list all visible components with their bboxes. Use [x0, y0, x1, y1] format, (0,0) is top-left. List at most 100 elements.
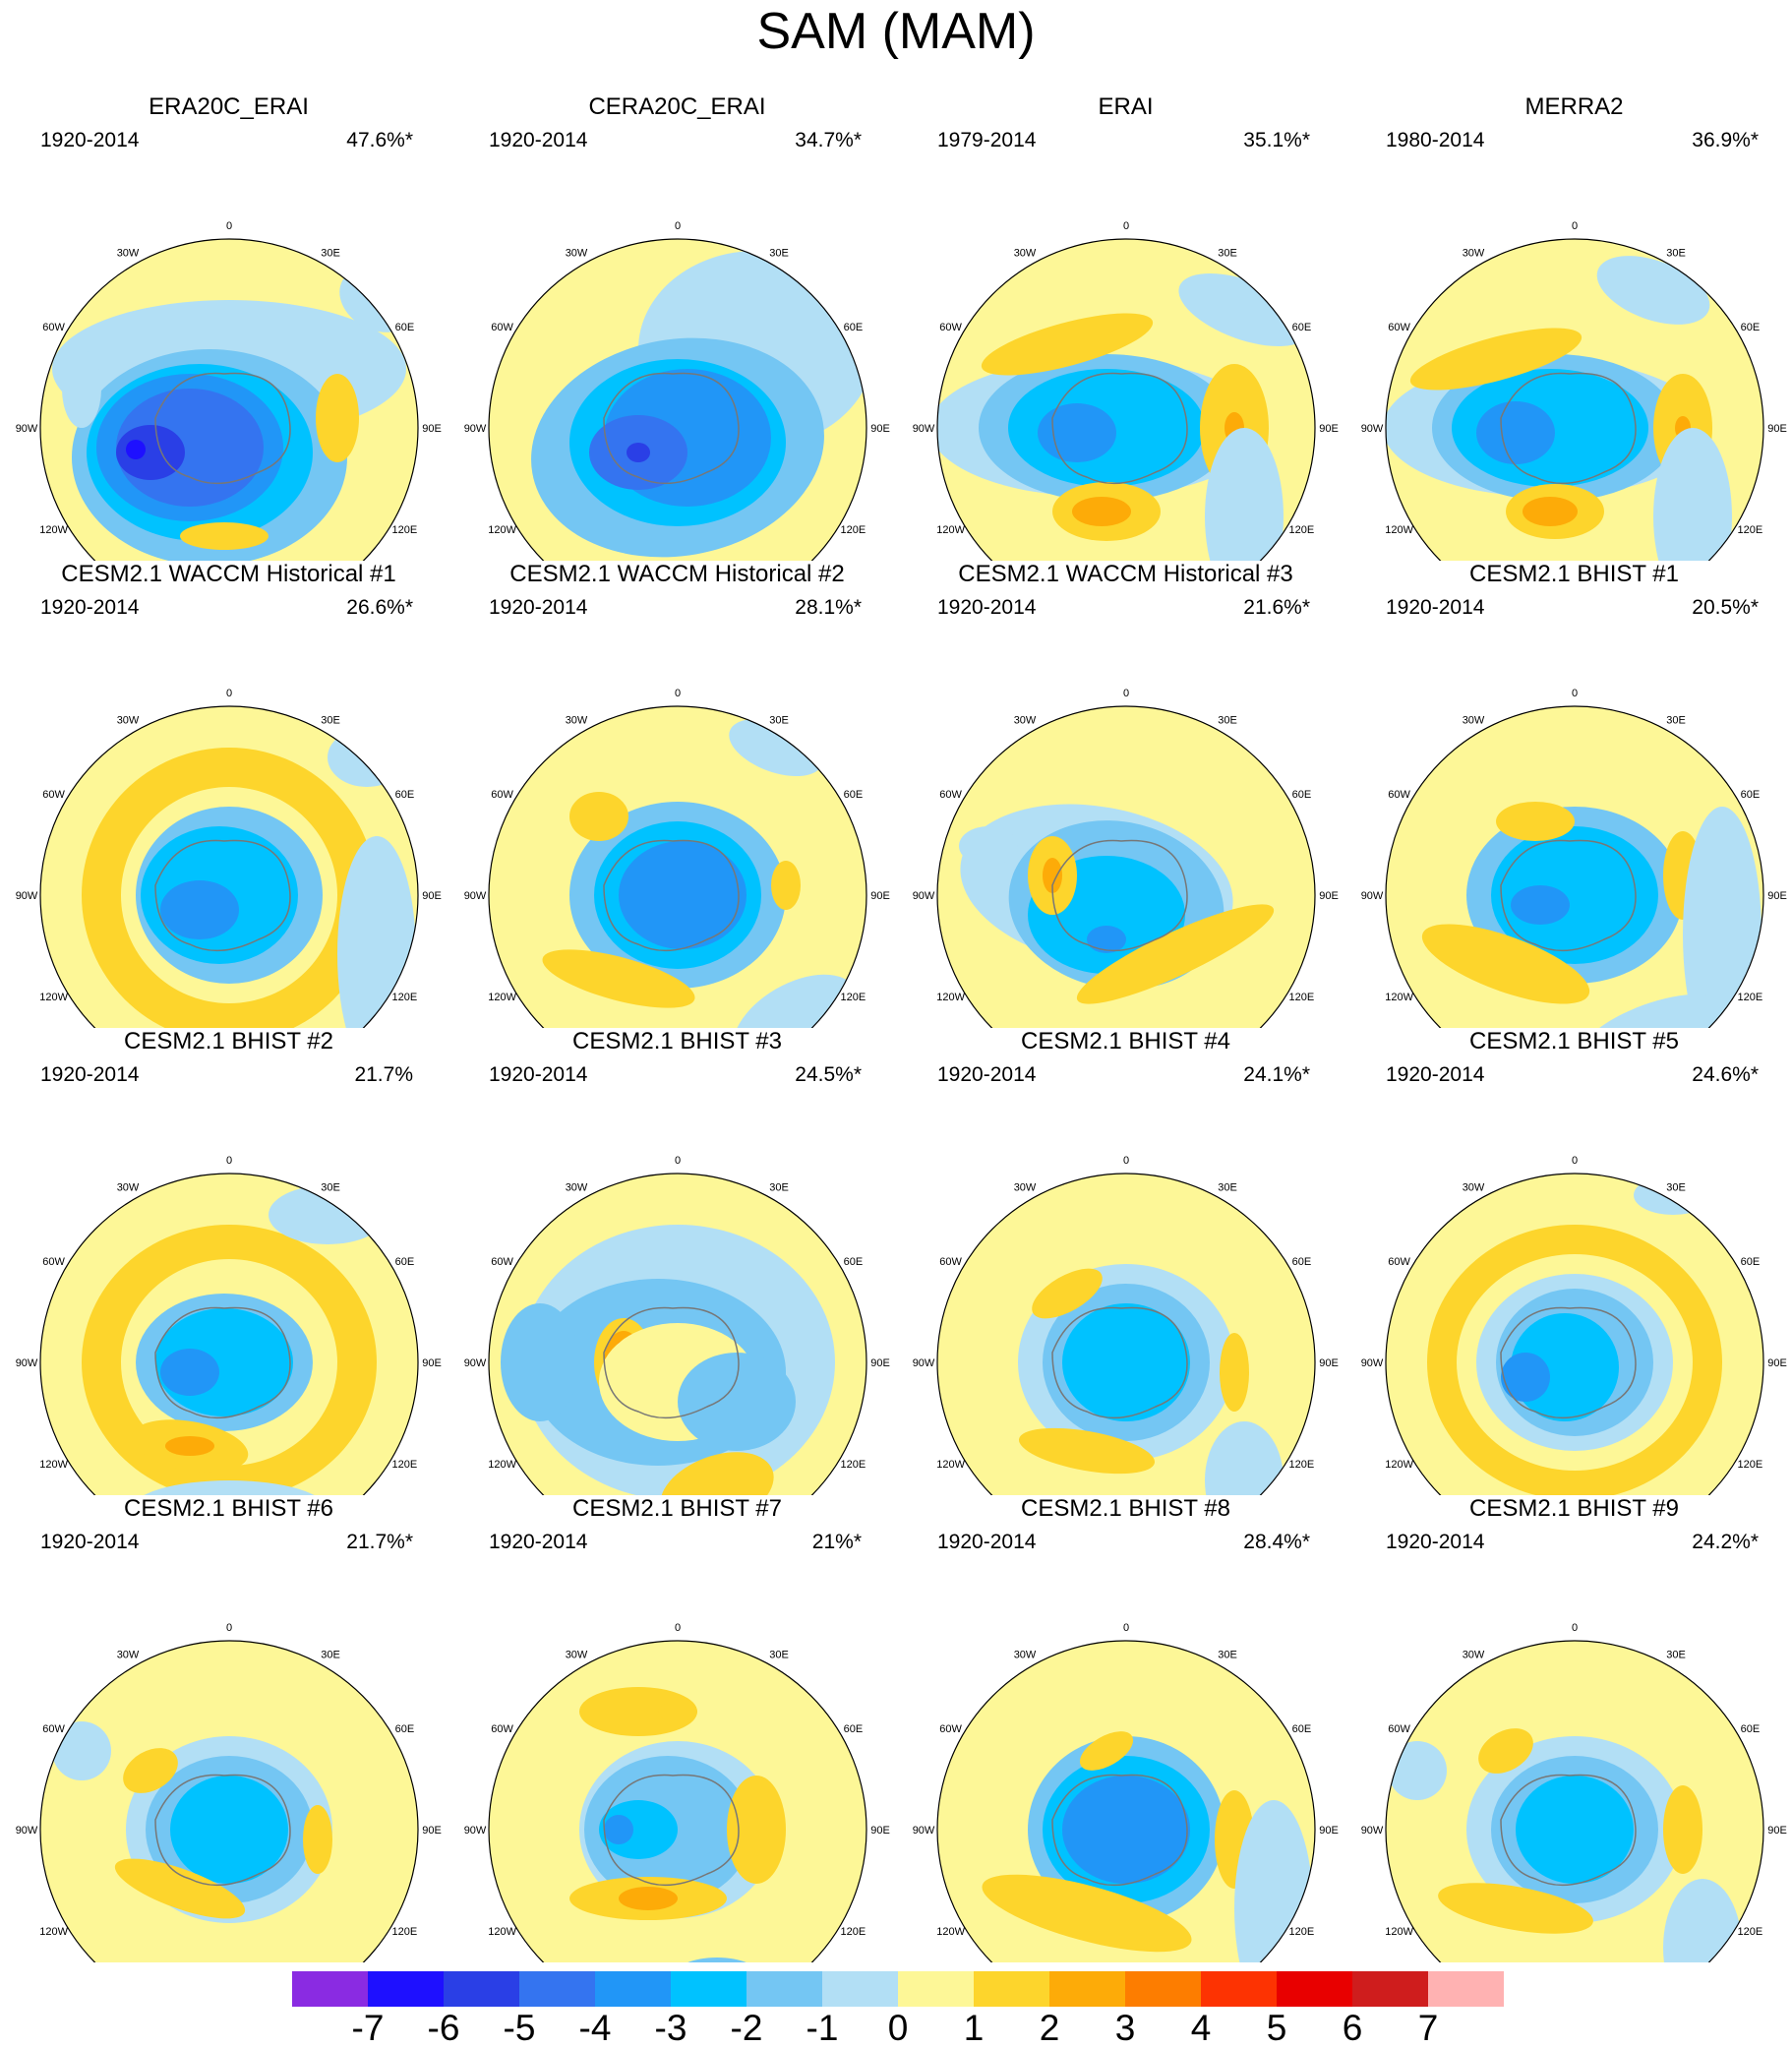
- contour-region: [1079, 1731, 1134, 1771]
- longitude-label: 90W: [16, 1357, 38, 1369]
- longitude-label: 60W: [491, 789, 513, 801]
- panel-title: ERAI: [1098, 93, 1154, 120]
- map-panel: 030E60E90E120E150E180150W120W90W60W30WCE…: [453, 93, 901, 561]
- map-boundary: [488, 705, 867, 1028]
- longitude-label: 30E: [769, 1650, 789, 1661]
- coastline: [154, 1774, 291, 1887]
- colorbar-label: -2: [730, 2008, 763, 2048]
- panel-years: 1920-2014: [1386, 1063, 1485, 1086]
- panel-variance-pct: 34.7%*: [795, 129, 862, 151]
- map-panel: 030E60E90E120E150E180150W120W90W60W30WCE…: [5, 1495, 452, 1962]
- polar-map: 030E60E90E120E150E180150W120W90W60W30W: [16, 220, 442, 561]
- contour-region: [1076, 904, 1275, 1004]
- longitude-label: 90E: [870, 423, 890, 435]
- colorbar-swatch: [1277, 1971, 1352, 2007]
- colorbar-label: 2: [1039, 2008, 1060, 2048]
- polar-map: 030E60E90E120E150E180150W120W90W60W30W: [16, 1155, 442, 1495]
- contour-region: [569, 792, 628, 841]
- longitude-label: 30E: [321, 715, 340, 727]
- contour-region: [126, 440, 146, 459]
- longitude-label: 0: [1572, 220, 1578, 232]
- contour-region: [727, 1776, 786, 1884]
- longitude-label: 90W: [1361, 1357, 1384, 1369]
- coastline: [1051, 1306, 1188, 1419]
- longitude-label: 90W: [1361, 423, 1384, 435]
- coastline: [154, 372, 291, 485]
- panel-title: CESM2.1 BHIST #7: [572, 1495, 782, 1522]
- coastline: [603, 1774, 740, 1887]
- longitude-label: 0: [1572, 1155, 1578, 1167]
- longitude-label: 60E: [1292, 1723, 1312, 1735]
- map-boundary: [39, 1640, 419, 1962]
- contour-region: [1072, 497, 1131, 526]
- map-panel: 030E60E90E120E150E180150W120W90W60W30WCE…: [902, 561, 1349, 1028]
- contour-region: [1438, 1883, 1593, 1934]
- colorbar-swatch: [1049, 1971, 1125, 2007]
- contour-region: [303, 1805, 332, 1874]
- longitude-label: 60E: [1292, 1256, 1312, 1268]
- panel-title: CESM2.1 BHIST #1: [1469, 561, 1679, 587]
- longitude-label: 90E: [870, 1357, 890, 1369]
- contour-region: [501, 1303, 579, 1421]
- panel-title: CESM2.1 BHIST #3: [572, 1028, 782, 1054]
- longitude-label: 60E: [1741, 1256, 1761, 1268]
- longitude-label: 30W: [566, 715, 588, 727]
- map-boundary: [39, 705, 419, 1028]
- longitude-label: 90E: [1319, 890, 1339, 902]
- colorbar-swatch: [747, 1971, 822, 2007]
- longitude-label: 60W: [491, 1256, 513, 1268]
- contour-region: [160, 1349, 219, 1396]
- longitude-label: 120W: [1385, 1459, 1413, 1471]
- longitude-label: 30E: [769, 715, 789, 727]
- longitude-label: 90E: [422, 1825, 442, 1837]
- longitude-label: 30W: [566, 1182, 588, 1194]
- map-boundary: [936, 705, 1316, 1028]
- panel-variance-pct: 28.4%*: [1243, 1531, 1310, 1553]
- contour-region: [678, 1353, 796, 1451]
- longitude-label: 120E: [392, 992, 418, 1003]
- longitude-label: 120E: [1289, 1459, 1315, 1471]
- longitude-label: 120W: [936, 992, 965, 1003]
- longitude-label: 0: [226, 1622, 232, 1634]
- polar-map: 030E60E90E120E150E180150W120W90W60W30W: [16, 688, 442, 1028]
- longitude-label: 30E: [1666, 248, 1686, 260]
- longitude-label: 90W: [16, 890, 38, 902]
- longitude-label: 120E: [1738, 524, 1763, 536]
- longitude-label: 30W: [1014, 248, 1037, 260]
- longitude-label: 120E: [1289, 1926, 1315, 1938]
- contour-region: [579, 1687, 697, 1736]
- coastline: [154, 839, 291, 952]
- longitude-label: 120E: [1738, 1459, 1763, 1471]
- longitude-label: 0: [1123, 220, 1129, 232]
- contour-region: [981, 313, 1154, 376]
- colorbar-label: 7: [1417, 2008, 1439, 2048]
- longitude-label: 60W: [1388, 789, 1410, 801]
- contour-region: [771, 861, 801, 910]
- longitude-label: 120W: [488, 992, 516, 1003]
- panel-variance-pct: 24.5%*: [795, 1063, 862, 1086]
- panel-title: CESM2.1 WACCM Historical #3: [958, 561, 1293, 587]
- longitude-label: 0: [675, 1155, 681, 1167]
- longitude-label: 30W: [566, 248, 588, 260]
- contour-region: [1062, 1303, 1190, 1421]
- map-boundary: [39, 1173, 419, 1495]
- colorbar-swatch: [595, 1971, 671, 2007]
- longitude-label: 0: [1123, 1155, 1129, 1167]
- map-boundary: [936, 238, 1316, 561]
- colorbar: -7 -6 -5 -4 -3 -2 -1 0 1 2 3 4 5 6 7: [292, 1971, 1504, 2048]
- longitude-label: 30W: [117, 1650, 140, 1661]
- coastline: [1051, 1774, 1188, 1887]
- panel-title: CESM2.1 BHIST #4: [1021, 1028, 1230, 1054]
- colorbar-label: -5: [503, 2008, 536, 2048]
- longitude-label: 120W: [1385, 1926, 1413, 1938]
- contour-region: [1663, 1879, 1742, 1962]
- longitude-label: 120E: [392, 524, 418, 536]
- longitude-label: 30E: [1218, 248, 1237, 260]
- longitude-label: 60E: [1741, 322, 1761, 333]
- colorbar-label: -3: [654, 2008, 687, 2048]
- longitude-label: 60E: [1292, 789, 1312, 801]
- longitude-label: 90W: [464, 423, 487, 435]
- longitude-label: 30W: [1463, 1182, 1485, 1194]
- panel-variance-pct: 24.6%*: [1692, 1063, 1759, 1086]
- longitude-label: 90W: [464, 890, 487, 902]
